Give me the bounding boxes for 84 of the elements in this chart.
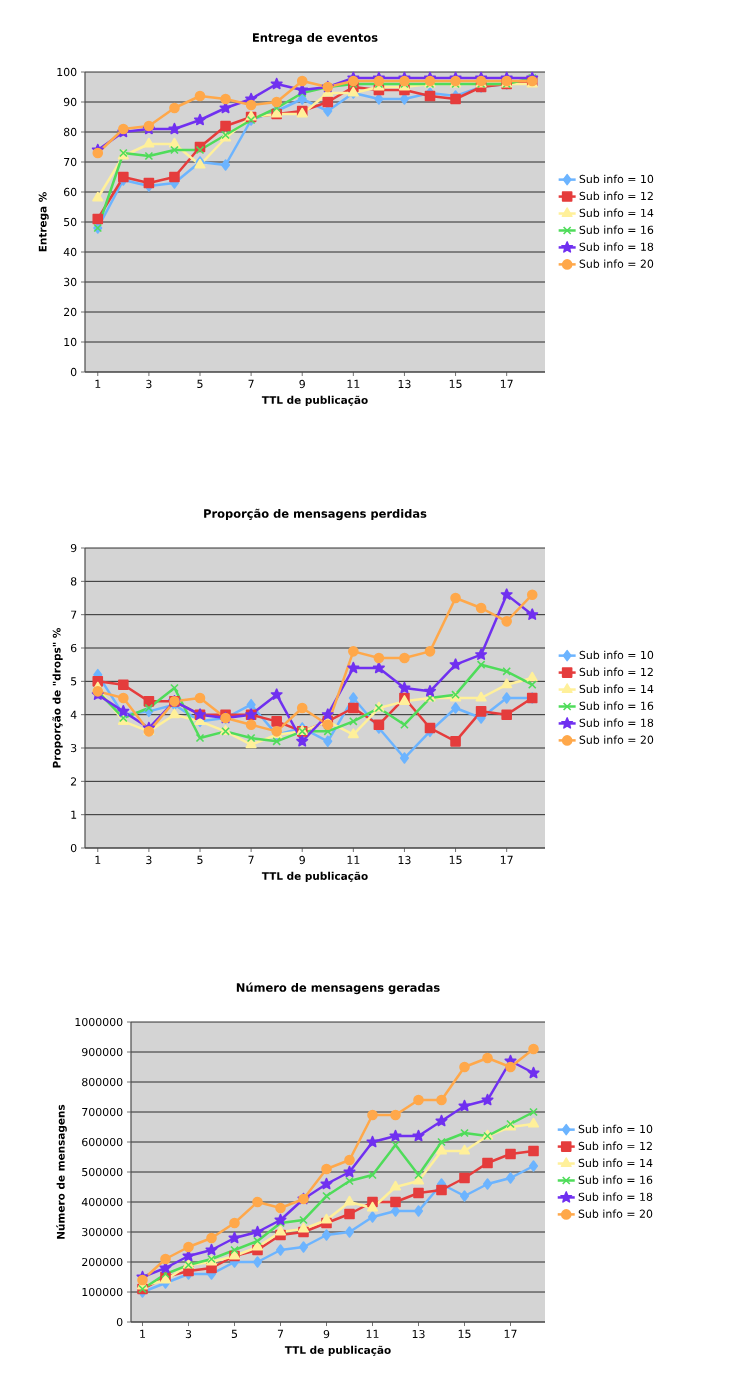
legend-label: Sub info = 16 [579, 225, 654, 234]
y-tick-label: 8 [70, 577, 77, 586]
y-tick-label: 700000 [82, 1107, 123, 1117]
y-tick-label: 40 [63, 247, 77, 257]
x-tick-label: 15 [449, 855, 462, 865]
legend-label: Sub info = 20 [579, 259, 654, 268]
legend-label: Sub info = 14 [579, 684, 654, 694]
x-axis-title: TTL de publicação [261, 871, 368, 882]
y-tick-label: 80 [63, 127, 77, 137]
x-tick-label: 13 [398, 379, 411, 389]
y-tick-label: 500000 [82, 1167, 123, 1177]
x-tick-label: 5 [197, 379, 203, 388]
legend-label: Sub info = 16 [578, 1175, 653, 1184]
x-tick-label: 7 [277, 1329, 284, 1338]
y-tick-label: 0 [70, 843, 77, 853]
legend-label: Sub info = 20 [579, 735, 654, 744]
x-tick-label: 17 [500, 855, 513, 864]
chart-title: Proporção de mensagens perdidas [204, 508, 427, 521]
legend-label: Sub info = 18 [578, 1192, 653, 1201]
x-tick-label: 11 [347, 855, 360, 864]
x-tick-label: 7 [248, 379, 254, 388]
y-tick-label: 3 [71, 743, 77, 753]
y-tick-label: 600000 [82, 1137, 123, 1147]
legend-label: Sub info = 12 [579, 667, 653, 677]
y-tick-label: 9 [70, 543, 77, 553]
x-tick-label: 3 [185, 1329, 192, 1339]
x-axis-title: TTL de publicação [261, 395, 368, 406]
y-tick-label: 0 [116, 1317, 123, 1327]
legend-label: Sub info = 16 [579, 701, 654, 710]
legend-label: Sub info = 18 [579, 242, 654, 251]
x-tick-label: 11 [366, 1329, 379, 1338]
y-tick-label: 100 [57, 67, 77, 77]
y-tick-label: 200000 [82, 1257, 123, 1267]
x-tick-label: 9 [323, 1329, 330, 1339]
y-tick-label: 100000 [82, 1287, 123, 1297]
x-tick-label: 17 [500, 379, 513, 388]
x-tick-label: 7 [248, 855, 254, 864]
x-tick-label: 15 [458, 1329, 471, 1339]
x-tick-label: 9 [299, 379, 305, 389]
x-tick-label: 11 [347, 379, 360, 388]
y-tick-label: 20 [64, 307, 77, 317]
y-axis-title: Número de mensagens [56, 1104, 67, 1239]
legend-label: Sub info = 10 [579, 174, 654, 184]
x-tick-label: 9 [299, 855, 305, 865]
x-tick-label: 5 [197, 855, 203, 865]
x-tick-label: 3 [146, 379, 152, 389]
chart-title: Entrega de eventos [253, 33, 378, 45]
y-tick-label: 4 [70, 710, 77, 719]
legend-label: Sub info = 10 [578, 1124, 653, 1134]
x-axis-title: TTL de publicação [284, 1345, 391, 1356]
x-tick-label: 17 [504, 1329, 517, 1338]
y-tick-label: 50 [64, 217, 77, 227]
legend-label: Sub info = 10 [579, 650, 654, 660]
y-tick-label: 1 [71, 810, 77, 819]
y-tick-label: 30 [64, 277, 77, 287]
y-tick-label: 1000000 [75, 1017, 123, 1027]
x-tick-label: 3 [146, 855, 152, 865]
y-tick-label: 2 [70, 777, 77, 786]
y-tick-label: 800000 [82, 1077, 123, 1087]
legend-label: Sub info = 12 [579, 191, 653, 201]
y-axis-title: Proporção de "drops" % [52, 627, 63, 768]
y-tick-label: 400000 [81, 1197, 123, 1207]
legend-label: Sub info = 12 [578, 1141, 652, 1151]
legend-label: Sub info = 14 [578, 1158, 653, 1168]
y-axis-title: Entrega % [38, 192, 49, 252]
x-tick-label: 15 [449, 379, 462, 388]
y-tick-label: 5 [71, 677, 77, 686]
chart-title: Número de mensagens geradas [236, 982, 440, 995]
x-tick-label: 5 [231, 1329, 238, 1339]
y-tick-label: 70 [64, 157, 77, 167]
y-tick-label: 60 [63, 187, 77, 197]
y-tick-label: 7 [71, 610, 77, 619]
y-tick-label: 0 [70, 367, 77, 377]
legend-label: Sub info = 20 [578, 1209, 653, 1218]
x-tick-label: 13 [412, 1329, 425, 1339]
x-tick-label: 1 [140, 1329, 145, 1338]
legend-label: Sub info = 14 [579, 208, 654, 218]
legend-label: Sub info = 18 [579, 718, 654, 727]
y-tick-label: 900000 [82, 1047, 123, 1057]
y-tick-label: 300000 [82, 1227, 123, 1237]
y-tick-label: 90 [63, 97, 77, 107]
y-tick-label: 6 [70, 643, 77, 653]
y-tick-label: 10 [64, 337, 77, 347]
x-tick-label: 13 [398, 855, 411, 865]
